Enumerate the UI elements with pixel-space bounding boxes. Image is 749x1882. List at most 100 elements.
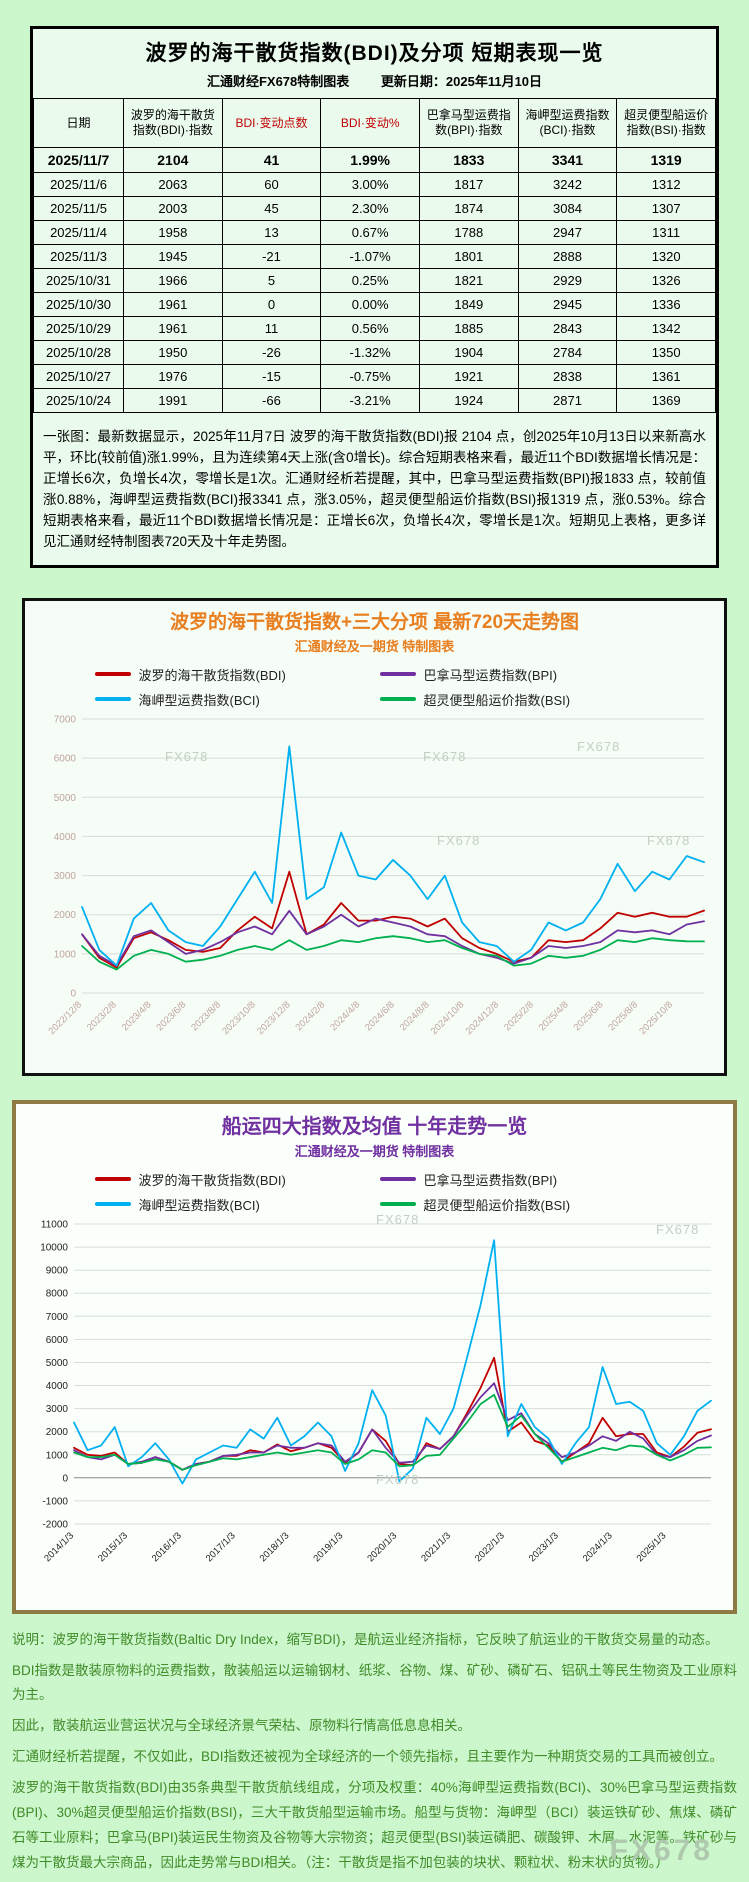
description-paragraph: 因此，散装航运业营运状况与全球经济景气荣枯、原物料行情高低息息相关。 [12, 1718, 471, 1734]
table-cell: 1961 [123, 292, 223, 317]
svg-text:2024/10/8: 2024/10/8 [428, 999, 466, 1037]
table-cell: 1966 [123, 268, 223, 293]
svg-text:4000: 4000 [46, 1381, 69, 1392]
table-cell: 2947 [517, 220, 618, 245]
table-cell: 1311 [616, 220, 716, 245]
table-cell: 1976 [123, 364, 223, 389]
table-cell: 0.25% [320, 268, 420, 293]
column-header: 海岬型运费指数(BCI)·指数 [517, 98, 618, 148]
svg-text:2024/2/8: 2024/2/8 [293, 999, 327, 1033]
legend-line-swatch [94, 697, 131, 702]
legend-line-swatch [379, 697, 416, 702]
table-cell: 2025/10/31 [32, 268, 125, 293]
table-cell: 2063 [123, 172, 223, 197]
table-cell: 1991 [123, 388, 223, 413]
table-cell: 0.56% [320, 316, 420, 341]
chart-10y-subtitle: 汇通财经及一期货 特制图表 [294, 1143, 455, 1159]
table-cell: 1821 [418, 268, 519, 293]
svg-text:11000: 11000 [41, 1219, 69, 1230]
table-cell: 2871 [517, 388, 618, 413]
svg-text:7000: 7000 [53, 714, 76, 725]
chart-10y-panel: 船运四大指数及均值 十年走势一览 汇通财经及一期货 特制图表 波罗的海干散货指数… [12, 1099, 737, 1614]
legend-label: 海岬型运费指数(BCI) [138, 1197, 260, 1213]
svg-text:-2000: -2000 [42, 1519, 68, 1530]
column-header: 超灵便型船运价指数(BSI)·指数 [616, 98, 716, 148]
table-cell: -26 [221, 340, 322, 365]
svg-text:2023/6/8: 2023/6/8 [154, 999, 188, 1033]
table-row: 2025/10/31 1966 5 0.25% 1821 2929 1326 [32, 268, 716, 293]
table-cell: 1961 [123, 316, 223, 341]
table-cell: 1904 [418, 340, 519, 365]
table-cell: 1921 [418, 364, 519, 389]
table-cell: 2784 [517, 340, 618, 365]
legend-line-swatch [379, 1202, 416, 1207]
svg-text:5000: 5000 [46, 1358, 69, 1369]
svg-text:2025/10/8: 2025/10/8 [637, 999, 675, 1037]
svg-text:2025/6/8: 2025/6/8 [571, 999, 605, 1033]
svg-text:2017/1/3: 2017/1/3 [204, 1530, 238, 1564]
legend-label: 巴拿马型运费指数(BPI) [423, 1172, 558, 1188]
legend-line-swatch [94, 1177, 131, 1182]
table-cell: 13 [221, 220, 322, 245]
table-row: 2025/11/7 2104 41 1.99% 1833 3341 1319 [32, 147, 716, 173]
table-cell: 1.99% [320, 147, 420, 173]
svg-text:2023/2/8: 2023/2/8 [84, 999, 118, 1033]
legend-line-swatch [379, 1177, 416, 1182]
chart-720d-panel: 波罗的海干散货指数+三大分项 最新720天走势图 汇通财经及一期货 特制图表 波… [22, 597, 727, 1076]
svg-text:2024/8/8: 2024/8/8 [397, 999, 431, 1033]
table-body: 2025/11/7 2104 41 1.99% 1833 3341 1319 2025/11/… [32, 147, 716, 413]
legend-label: 海岬型运费指数(BCI) [138, 692, 260, 708]
table-cell: 2025/10/30 [32, 292, 125, 317]
chart-720d-title: 波罗的海干散货指数+三大分项 最新720天走势图 [169, 611, 580, 633]
svg-text:2024/12/8: 2024/12/8 [463, 999, 501, 1037]
svg-text:2016/1/3: 2016/1/3 [150, 1530, 184, 1564]
table-cell: 1320 [616, 244, 716, 269]
table-cell: 1307 [616, 196, 716, 221]
legend-item: 波罗的海干散货指数(BDI) [94, 1170, 370, 1189]
legend-line-swatch [94, 1202, 131, 1207]
table-row: 2025/10/24 1991 -66 -3.21% 1924 2871 1369 [32, 388, 716, 413]
table-cell: 2929 [517, 268, 618, 293]
table-cell: 2025/11/3 [32, 244, 125, 269]
short-term-table-panel: 波罗的海干散货指数(BDI)及分项 短期表现一览 汇通财经FX678特制图表 更… [30, 26, 719, 568]
svg-text:2023/1/3: 2023/1/3 [527, 1530, 561, 1564]
table-cell: 2.30% [320, 196, 420, 221]
table-cell: 60 [221, 172, 322, 197]
table-cell: 2025/11/4 [32, 220, 125, 245]
svg-text:2000: 2000 [53, 910, 76, 921]
table-cell: 0.67% [320, 220, 420, 245]
table-row: 2025/11/4 1958 13 0.67% 1788 2947 1311 [32, 220, 716, 245]
table-cell: 1874 [418, 196, 519, 221]
table-cell: -21 [221, 244, 322, 269]
table-cell: 5 [221, 268, 322, 293]
description-paragraph: BDI指数是散装原物料的运费指数，散装船运以运输钢材、纸浆、谷物、煤、矿砂、磷矿… [12, 1662, 737, 1703]
source-label: 汇通财经FX678特制图表 [206, 74, 350, 89]
table-cell: 1788 [418, 220, 519, 245]
svg-text:2022/1/3: 2022/1/3 [473, 1530, 507, 1564]
trend-chart-10y: -2000 -1000 0 1000 2000 3000 4000 5000 6000 7000 8… [40, 1219, 712, 1564]
table-cell: -15 [221, 364, 322, 389]
table-cell: 2025/10/29 [32, 316, 125, 341]
table-cell: 41 [221, 147, 322, 173]
table-cell: 1319 [616, 147, 716, 173]
table-cell: 2945 [517, 292, 618, 317]
table-row: 2025/10/30 1961 0 0.00% 1849 2945 1336 [32, 292, 716, 317]
svg-text:0: 0 [70, 988, 76, 999]
table-cell: -0.75% [320, 364, 420, 389]
column-header: BDI·变动% [320, 98, 420, 148]
table-cell: -1.07% [320, 244, 420, 269]
svg-text:9000: 9000 [46, 1265, 69, 1276]
table-header: 日期 波罗的海干散货指数(BDI)·指数 BDI·变动点数 BDI·变动% 巴拿马型运费… [32, 98, 716, 148]
table-cell: 2025/11/7 [32, 147, 125, 173]
table-cell: 1801 [418, 244, 519, 269]
legend-label: 波罗的海干散货指数(BDI) [138, 667, 286, 683]
column-header: BDI·变动点数 [221, 98, 322, 148]
legend-item: 海岬型运费指数(BCI) [94, 690, 370, 709]
description-paragraph: 汇通财经析若提醒，不仅如此，BDI指数还被视为全球经济的一个领先指标，且主要作为… [12, 1749, 724, 1765]
table-cell: 2104 [123, 147, 223, 173]
table-row: 2025/10/29 1961 11 0.56% 1885 2843 1342 [32, 316, 716, 341]
chart-10y-legend: 波罗的海干散货指数(BDI) 巴拿马型运费指数(BPI) 海岬型运费指数(BCI) 超… [94, 1170, 655, 1214]
table-cell: 0.00% [320, 292, 420, 317]
table-cell: 1945 [123, 244, 223, 269]
